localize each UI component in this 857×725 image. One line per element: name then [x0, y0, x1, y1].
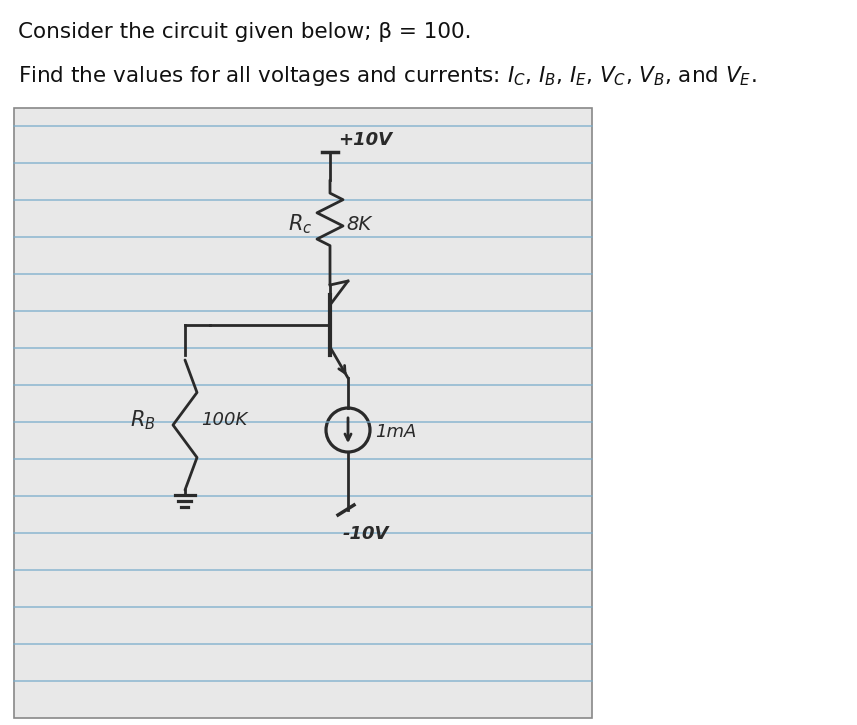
Text: $R_B$: $R_B$ — [130, 408, 156, 432]
Text: 1mA: 1mA — [375, 423, 417, 441]
Text: -10V: -10V — [343, 525, 389, 543]
Text: Find the values for all voltages and currents: $I_C$, $I_B$, $I_E$, $V_C$, $V_B$: Find the values for all voltages and cur… — [18, 64, 757, 88]
Text: 8K: 8K — [346, 215, 371, 233]
Bar — [14, 108, 592, 718]
Text: 100K: 100K — [201, 411, 248, 429]
Text: Consider the circuit given below; β = 100.: Consider the circuit given below; β = 10… — [18, 22, 471, 42]
Text: +10V: +10V — [338, 131, 392, 149]
Text: $R_c$: $R_c$ — [288, 212, 312, 236]
